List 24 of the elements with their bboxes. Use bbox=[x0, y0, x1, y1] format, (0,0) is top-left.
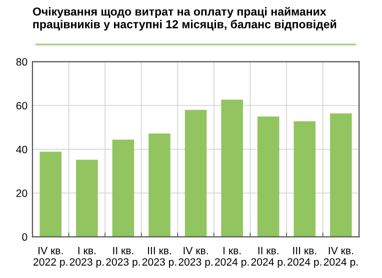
x-tick-label: IV кв. 2023 р. bbox=[178, 246, 212, 268]
bar bbox=[76, 160, 98, 237]
y-tick-label: 60 bbox=[16, 102, 28, 110]
y-tick-label: 80 bbox=[16, 58, 28, 66]
x-tick-label: II кв. 2024 р. bbox=[251, 246, 285, 268]
x-tick-label: III кв. 2023 р. bbox=[142, 246, 176, 268]
y-tick-label: 40 bbox=[16, 146, 28, 154]
bar bbox=[294, 121, 316, 237]
y-tick-label: 0 bbox=[22, 233, 28, 241]
bar bbox=[184, 110, 207, 237]
x-tick-label: I кв. 2024 р. bbox=[214, 246, 249, 268]
bar bbox=[112, 140, 134, 237]
x-tick-label: I кв. 2023 р. bbox=[70, 246, 104, 268]
x-tick-label: IV кв. 2022 р. bbox=[34, 246, 68, 268]
bar bbox=[221, 100, 243, 237]
bar bbox=[257, 116, 280, 237]
bar bbox=[40, 152, 62, 237]
x-tick-label: III кв. 2024 р. bbox=[288, 246, 322, 268]
bar bbox=[148, 134, 170, 237]
x-tick-label: IV кв. 2024 р. bbox=[324, 246, 358, 268]
y-tick-label: 20 bbox=[16, 190, 28, 197]
bar bbox=[330, 113, 352, 237]
x-tick-label: II кв. 2023 р. bbox=[106, 246, 140, 268]
chart-title: Очікування щодо витрат на оплату праці найманих працівників у наступні 12 місяців, баланс відповідей bbox=[32, 6, 336, 31]
